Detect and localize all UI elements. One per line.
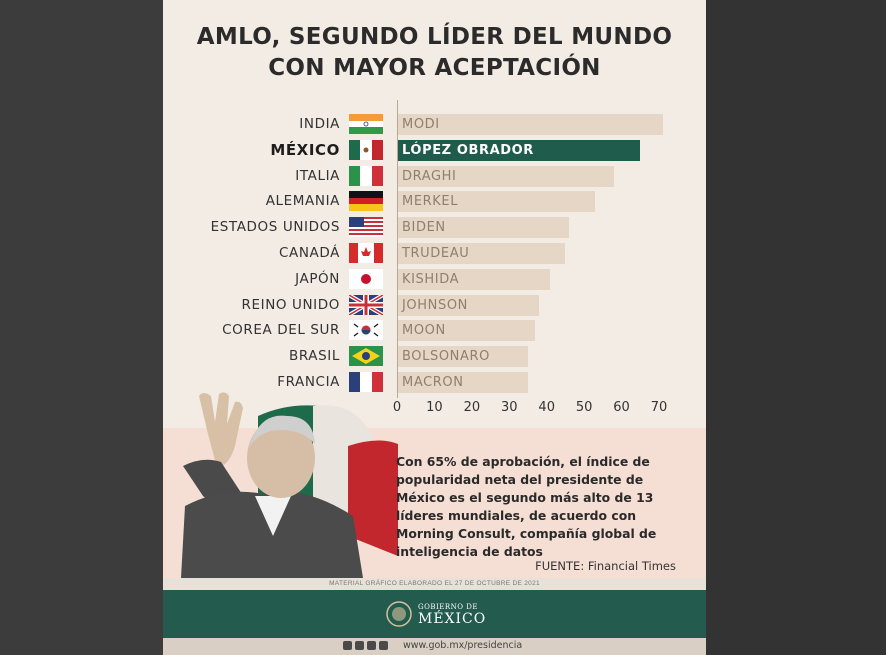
leader-label-macron: MACRON: [402, 375, 464, 390]
bar-italia: [397, 165, 615, 187]
country-label-reino-unido: REINO UNIDO: [241, 296, 340, 313]
flag-icon-italia: [349, 165, 383, 186]
bar-reino-unido: [397, 294, 540, 316]
flag-icon-corea-del-sur: [349, 320, 383, 341]
flag-icon-francia: [349, 372, 383, 392]
national-seal-icon: [386, 601, 412, 627]
country-label-japon: JAPÓN: [295, 270, 340, 287]
bar-francia: [397, 372, 528, 393]
flag-icon-estados-unidos: [349, 217, 383, 238]
flag-icon-brasil: [349, 346, 383, 367]
x-tick-label: 60: [613, 400, 630, 415]
title-line-1: AMLO, SEGUNDO LÍDER DEL MUNDO: [196, 24, 673, 50]
chart-title: AMLO, SEGUNDO LÍDER DEL MUNDO CON MAYOR …: [163, 22, 706, 84]
gov-label-big: MÉXICO: [418, 611, 487, 627]
leader-label-johnson: JOHNSON: [402, 297, 468, 313]
country-label-india: INDIA: [299, 116, 340, 132]
leader-label-modi: MODI: [402, 117, 440, 132]
flag-icon-mexico: [349, 139, 383, 160]
bar-alemania: [397, 191, 596, 213]
president-illustration: [181, 392, 398, 578]
bar-brasil: [397, 346, 528, 368]
flag-icon-india: [349, 114, 383, 134]
description-text: Con 65% de aprobación, el índice de popu…: [396, 454, 657, 559]
instagram-icon[interactable]: [367, 641, 376, 650]
leader-label-moon: MOON: [402, 323, 446, 339]
bar-mexico: [397, 139, 641, 161]
country-label-corea-del-sur: COREA DEL SUR: [222, 322, 340, 339]
gobierno-logo: GOBIERNO DE MÉXICO: [385, 600, 485, 633]
leader-label-bolsonaro: BOLSONARO: [402, 349, 490, 365]
country-label-italia: ITALIA: [295, 167, 340, 184]
flag-icon-japon: [349, 268, 383, 289]
left-dark-margin: [0, 0, 163, 655]
leader-label-lopez-obrador: LÓPEZ OBRADOR: [402, 142, 534, 158]
bar-estados-unidos: [397, 217, 570, 239]
source-text: FUENTE: Financial Times: [535, 559, 676, 573]
country-label-alemania: ALEMANIA: [265, 193, 340, 210]
x-tick-label: 10: [426, 400, 443, 415]
bar-japon: [397, 268, 551, 290]
x-tick-label: 0: [392, 400, 402, 415]
x-tick-label: 20: [463, 400, 481, 415]
country-label-canada: CANADÁ: [279, 245, 340, 261]
bar-canada: [397, 243, 566, 264]
bar-corea-del-sur: [397, 320, 536, 342]
twitter-icon[interactable]: [355, 641, 364, 650]
country-label-francia: FRANCIA: [277, 374, 340, 390]
x-tick-label: 70: [650, 400, 668, 415]
footer-bar: [163, 590, 706, 638]
leader-label-merkel: MERKEL: [402, 194, 459, 210]
note-strip: [163, 578, 706, 590]
bottom-bar: [163, 638, 706, 655]
bar-india: [397, 114, 663, 135]
website-link[interactable]: www.gob.mx/presidencia: [403, 640, 523, 651]
flag-icon-alemania: [349, 191, 383, 212]
gov-label-small: GOBIERNO DE: [418, 603, 478, 611]
country-label-brasil: BRASIL: [288, 348, 340, 365]
x-tick-label: 40: [538, 400, 555, 415]
title-line-2: CON MAYOR ACEPTACIÓN: [268, 55, 601, 81]
country-label-estados-unidos: ESTADOS UNIDOS: [210, 219, 340, 236]
leader-label-trudeau: TRUDEAU: [402, 246, 470, 261]
date-note: MATERIAL GRÁFICO ELABORADO EL 27 DE OCTU…: [329, 580, 540, 587]
y-axis-line: [397, 100, 398, 398]
x-tick-label: 50: [575, 400, 593, 415]
social-icons: [343, 641, 388, 650]
leader-label-biden: BIDEN: [402, 220, 446, 236]
leader-label-draghi: DRAGHI: [402, 168, 457, 184]
flag-icon-reino-unido: [349, 294, 383, 315]
youtube-icon[interactable]: [379, 641, 388, 650]
infographic-poster: AMLO, SEGUNDO LÍDER DEL MUNDO CON MAYOR …: [163, 0, 706, 655]
leader-label-kishida: KISHIDA: [402, 271, 460, 287]
right-dark-margin: [706, 0, 886, 655]
country-label-mexico: MÉXICO: [270, 140, 340, 159]
flag-icon-canada: [349, 243, 383, 263]
x-tick-label: 30: [501, 400, 518, 415]
facebook-icon[interactable]: [343, 641, 352, 650]
